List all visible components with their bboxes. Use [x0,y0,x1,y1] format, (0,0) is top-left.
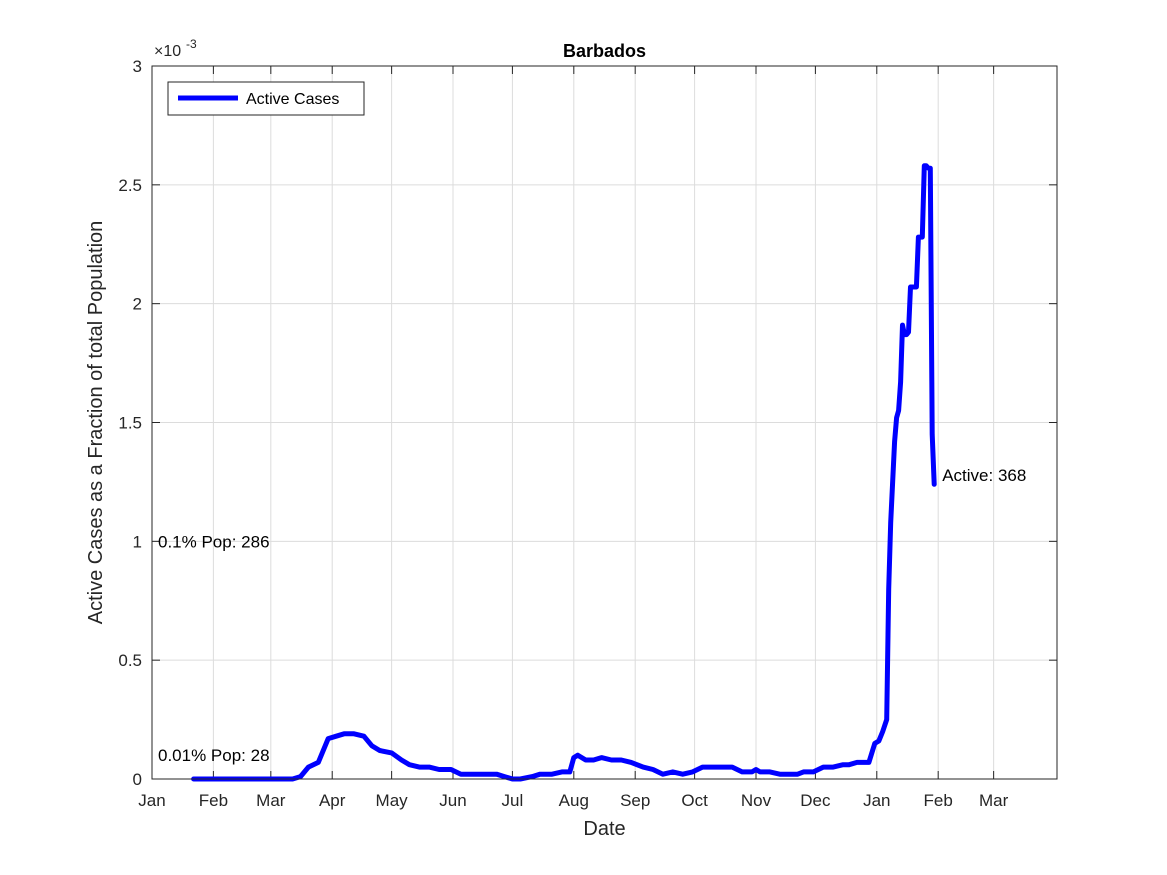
y-tick-label: 3 [133,57,142,76]
x-tick-label: Apr [319,791,346,810]
annotation-label: 0.1% Pop: 286 [158,532,270,551]
y-tick-label: 1 [133,532,142,551]
series-line-active-cases [191,163,937,782]
series-layer [191,163,937,782]
chart-title: Barbados [563,41,646,61]
y-exponent-label: ×10 [154,43,181,60]
x-axis-label: Date [583,818,625,840]
x-tick-label: Jul [502,791,524,810]
annotation-label: Active: 368 [942,466,1026,485]
labels: Jan Feb Mar Apr May Jun Jul Aug Sep Oct Nov Dec Jan F… [85,37,1009,840]
x-tick-label: Dec [800,791,831,810]
y-tick-label: 0.5 [118,651,142,670]
x-tick-label: Jan [138,791,165,810]
x-tick-label: Jun [439,791,466,810]
x-tick-label: Feb [924,791,953,810]
y-axis-label: Active Cases as a Fraction of total Popu… [85,221,107,625]
x-tick-label: Nov [741,791,772,810]
y-tick-label: 1.5 [118,414,142,433]
y-exponent-power: -3 [186,37,197,51]
annotation-label: 0.01% Pop: 28 [158,746,270,765]
x-tick-label: Feb [199,791,228,810]
x-tick-label: Oct [681,791,708,810]
x-tick-label: Jan [863,791,890,810]
x-tick-label: Mar [256,791,286,810]
y-tick-label: 2.5 [118,176,142,195]
x-tick-label: Sep [620,791,650,810]
annotations: 0.1% Pop: 286 0.01% Pop: 28 Active: 368 [158,466,1026,765]
x-tick-label: May [376,791,409,810]
legend-label: Active Cases [246,91,339,108]
plot-frame [151,65,1058,780]
y-tick-label: 0 [133,770,142,789]
x-tick-label: Mar [979,791,1009,810]
y-tick-label: 2 [133,295,142,314]
x-tick-label: Aug [559,791,589,810]
legend: Active Cases [167,81,365,116]
